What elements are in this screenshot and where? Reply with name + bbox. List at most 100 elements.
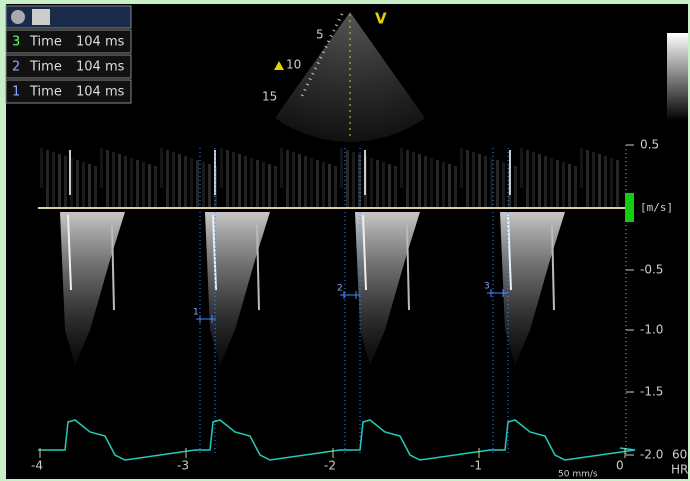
time-label: -3 bbox=[177, 459, 189, 473]
noise bbox=[154, 166, 157, 208]
noise bbox=[88, 164, 91, 208]
scale-label: -1.0 bbox=[640, 323, 663, 337]
noise bbox=[52, 152, 55, 208]
noise bbox=[166, 150, 169, 208]
measurement-index: 1 bbox=[12, 85, 20, 100]
noise bbox=[250, 158, 253, 208]
depth-label: 15 bbox=[262, 90, 277, 104]
measurement-value: 104 ms bbox=[76, 35, 125, 50]
noise bbox=[262, 162, 265, 208]
velocity-unit: [m/s] bbox=[640, 201, 673, 214]
noise bbox=[466, 150, 469, 208]
noise bbox=[460, 148, 463, 188]
caliper-label: 3 bbox=[484, 282, 490, 292]
noise bbox=[292, 152, 295, 208]
noise bbox=[310, 158, 313, 208]
noise bbox=[346, 150, 349, 208]
noise bbox=[130, 158, 133, 208]
noise bbox=[514, 166, 517, 208]
mode-label: V bbox=[375, 10, 387, 28]
measurement-index: 3 bbox=[12, 35, 20, 50]
tool-icon[interactable] bbox=[32, 9, 50, 25]
noise bbox=[124, 156, 127, 208]
noise bbox=[340, 148, 343, 188]
noise bbox=[394, 166, 397, 208]
noise bbox=[40, 148, 43, 188]
scale-label: -1.5 bbox=[640, 385, 663, 399]
sweep-speed: 50 mm/s bbox=[558, 470, 598, 480]
hr-label: HR bbox=[671, 463, 688, 477]
scale-label: 0.5 bbox=[640, 138, 659, 152]
noise bbox=[610, 158, 613, 208]
noise bbox=[322, 162, 325, 208]
noise bbox=[406, 150, 409, 208]
caliper-label: 2 bbox=[337, 284, 343, 294]
measurement-label: Time bbox=[29, 35, 62, 50]
noise bbox=[550, 158, 553, 208]
noise bbox=[382, 162, 385, 208]
noise bbox=[400, 148, 403, 188]
noise bbox=[370, 158, 373, 208]
measurement-index: 2 bbox=[12, 60, 20, 75]
noise bbox=[586, 150, 589, 208]
noise bbox=[562, 162, 565, 208]
noise bbox=[64, 156, 67, 208]
hr-value: 60 bbox=[672, 448, 687, 462]
noise bbox=[544, 156, 547, 208]
depth-label: 10 bbox=[286, 58, 301, 72]
noise bbox=[94, 166, 97, 208]
noise bbox=[316, 160, 319, 208]
record-icon[interactable] bbox=[11, 10, 25, 24]
noise bbox=[352, 152, 355, 208]
noise bbox=[424, 156, 427, 208]
noise bbox=[58, 154, 61, 208]
noise bbox=[304, 156, 307, 208]
noise bbox=[502, 162, 505, 208]
noise bbox=[106, 150, 109, 208]
noise bbox=[136, 160, 139, 208]
noise bbox=[442, 162, 445, 208]
noise bbox=[274, 166, 277, 208]
noise bbox=[160, 148, 163, 188]
noise bbox=[286, 150, 289, 208]
noise bbox=[568, 164, 571, 208]
noise bbox=[280, 148, 283, 188]
noise bbox=[328, 164, 331, 208]
noise bbox=[238, 154, 241, 208]
time-label: 0 bbox=[616, 459, 624, 473]
noise bbox=[484, 156, 487, 208]
noise bbox=[616, 160, 619, 208]
noise bbox=[388, 164, 391, 208]
noise bbox=[478, 154, 481, 208]
noise bbox=[472, 152, 475, 208]
noise bbox=[256, 160, 259, 208]
noise bbox=[118, 154, 121, 208]
gray-bar bbox=[667, 33, 688, 121]
noise bbox=[496, 160, 499, 208]
noise bbox=[232, 152, 235, 208]
noise bbox=[178, 154, 181, 208]
noise bbox=[142, 162, 145, 208]
noise bbox=[202, 162, 205, 208]
noise bbox=[172, 152, 175, 208]
scale-label: -2.0 bbox=[640, 448, 663, 462]
noise bbox=[334, 166, 337, 208]
time-label: -1 bbox=[470, 459, 482, 473]
noise bbox=[376, 160, 379, 208]
noise bbox=[604, 156, 607, 208]
noise bbox=[580, 148, 583, 188]
noise bbox=[412, 152, 415, 208]
screen: 3Time104 ms2Time104 ms1Time104 ms V 5 10… bbox=[0, 0, 690, 481]
time-label: -4 bbox=[31, 459, 43, 473]
measurement-value: 104 ms bbox=[76, 85, 125, 100]
baseline-marker[interactable] bbox=[625, 193, 634, 222]
noise bbox=[526, 150, 529, 208]
noise bbox=[436, 160, 439, 208]
measurement-label: Time bbox=[29, 60, 62, 75]
noise bbox=[148, 164, 151, 208]
measurement-label: Time bbox=[29, 85, 62, 100]
noise bbox=[268, 164, 271, 208]
noise bbox=[190, 158, 193, 208]
noise bbox=[196, 160, 199, 208]
